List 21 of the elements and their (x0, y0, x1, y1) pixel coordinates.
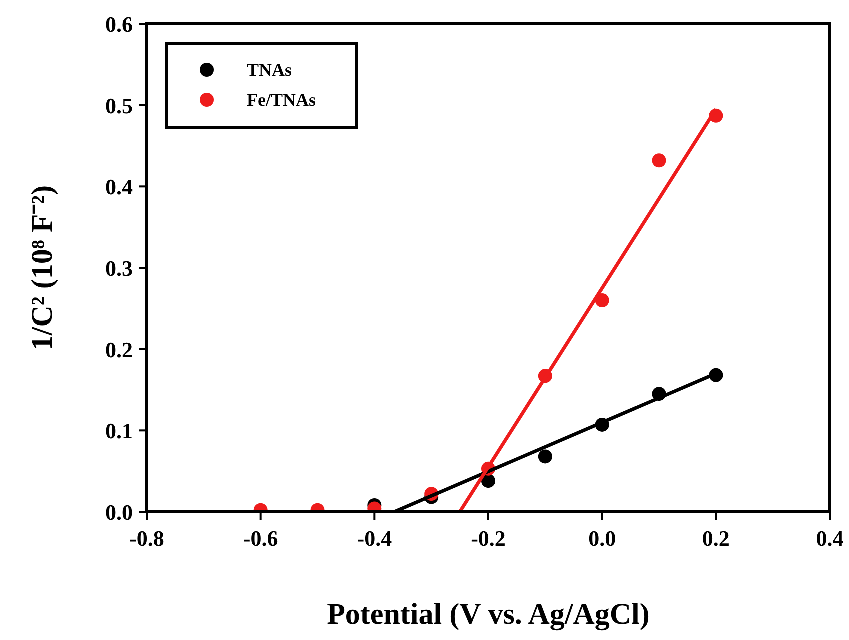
x-tick-label: 0.2 (702, 526, 730, 551)
x-tick-label: -0.2 (471, 526, 506, 551)
y-tick-label: 0.4 (106, 174, 133, 200)
y-tick-label: 0.1 (106, 418, 133, 444)
legend-label: Fe/TNAs (247, 90, 316, 110)
point (652, 154, 666, 168)
y-tick-label: 0.6 (106, 12, 133, 37)
y-tick-label: 0.0 (106, 500, 133, 525)
point (538, 450, 552, 464)
x-tick-label: -0.4 (357, 526, 392, 551)
y-axis-title: 1/C² (10⁸ F⁻²) (26, 185, 59, 351)
x-tick-label: -0.8 (130, 526, 164, 551)
point (595, 294, 610, 308)
y-tick-label: 0.5 (106, 93, 133, 118)
y-tick-label: 0.3 (106, 256, 133, 281)
x-tick-label: -0.6 (243, 526, 278, 551)
x-tick-label: 0.4 (816, 526, 844, 551)
y-tick-label: 0.2 (106, 337, 133, 362)
x-tick-label: 0.0 (588, 526, 616, 551)
legend-label: TNAs (247, 60, 292, 80)
x-axis-title: Potential (V vs. Ag/AgCl) (327, 598, 650, 631)
